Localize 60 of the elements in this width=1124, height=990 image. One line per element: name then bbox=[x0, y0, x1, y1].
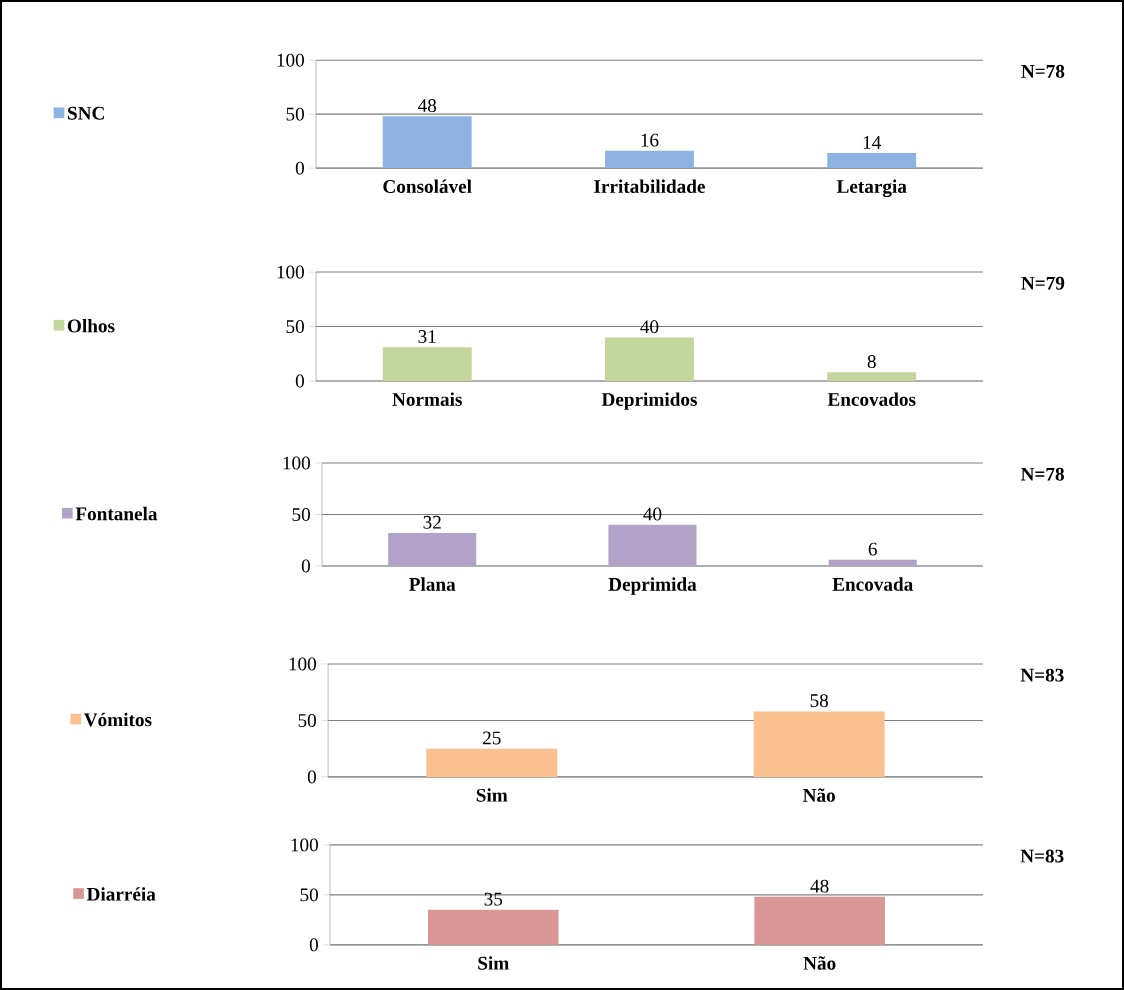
data-label: 8 bbox=[867, 355, 876, 369]
y-tick-label: 0 bbox=[295, 374, 304, 388]
bar bbox=[382, 116, 472, 169]
bar bbox=[605, 150, 694, 169]
data-label: 14 bbox=[863, 136, 882, 149]
y-tick-label: 50 bbox=[292, 508, 310, 521]
x-tick-label: Não bbox=[802, 788, 835, 802]
legend-label: Diarréia bbox=[86, 887, 156, 901]
x-tick-label: Deprimidos bbox=[601, 392, 697, 410]
bar bbox=[388, 533, 477, 566]
x-tick-label: Encovada bbox=[832, 577, 913, 591]
data-label: 48 bbox=[418, 99, 437, 113]
legend-label: SNC bbox=[68, 106, 104, 120]
y-tick-label: 0 bbox=[295, 161, 304, 175]
data-label: 40 bbox=[643, 507, 662, 521]
x-tick-label: Sim bbox=[478, 956, 509, 970]
data-label: 25 bbox=[483, 731, 501, 745]
text: N=83 bbox=[1020, 668, 1064, 682]
bar bbox=[608, 524, 697, 566]
y-tick-label: 50 bbox=[286, 107, 304, 121]
y-tick-label: 50 bbox=[286, 320, 304, 334]
data-label: 35 bbox=[484, 892, 503, 906]
data-label: 32 bbox=[423, 515, 441, 529]
text: N=83 bbox=[1020, 849, 1064, 863]
bar bbox=[828, 559, 917, 566]
legend-label: Olhos bbox=[67, 318, 115, 333]
bar bbox=[827, 372, 917, 382]
x-tick-label: Irritabilidade bbox=[594, 179, 705, 193]
bar bbox=[605, 337, 694, 382]
y-tick-label: 0 bbox=[309, 938, 318, 952]
y-tick-label: 0 bbox=[301, 559, 310, 573]
data-label: 40 bbox=[640, 320, 659, 334]
x-tick-label: Normais bbox=[392, 392, 462, 406]
bar bbox=[827, 152, 917, 169]
y-tick-label: 100 bbox=[277, 265, 304, 279]
y-tick-label: 0 bbox=[307, 770, 316, 784]
y-tick-label: 50 bbox=[298, 713, 316, 727]
y-tick-label: 50 bbox=[300, 888, 318, 902]
x-tick-label: Consolável bbox=[383, 179, 472, 193]
legend-label: Fontanela bbox=[75, 506, 158, 521]
x-tick-label: Encovados bbox=[827, 392, 916, 406]
data-label: 58 bbox=[810, 694, 829, 708]
y-tick-label: 100 bbox=[277, 53, 304, 67]
data-label: 16 bbox=[641, 133, 659, 147]
x-tick-label: Sim bbox=[476, 788, 508, 802]
text: N=79 bbox=[1021, 276, 1065, 290]
data-label: 48 bbox=[810, 879, 829, 893]
x-tick-label: Não bbox=[803, 956, 836, 970]
y-tick-label: 100 bbox=[291, 838, 318, 852]
y-tick-label: 100 bbox=[289, 657, 316, 671]
x-tick-label: Plana bbox=[409, 577, 456, 591]
legend-label: Vómitos bbox=[83, 712, 152, 727]
bar bbox=[382, 347, 472, 382]
text: N=78 bbox=[1021, 64, 1065, 78]
y-tick-label: 100 bbox=[283, 456, 310, 470]
data-label: 31 bbox=[418, 330, 436, 343]
x-tick-label: Letargia bbox=[836, 179, 907, 198]
x-tick-label: Deprimida bbox=[608, 577, 697, 595]
data-label: 6 bbox=[868, 542, 877, 556]
text: N=78 bbox=[1020, 467, 1064, 481]
